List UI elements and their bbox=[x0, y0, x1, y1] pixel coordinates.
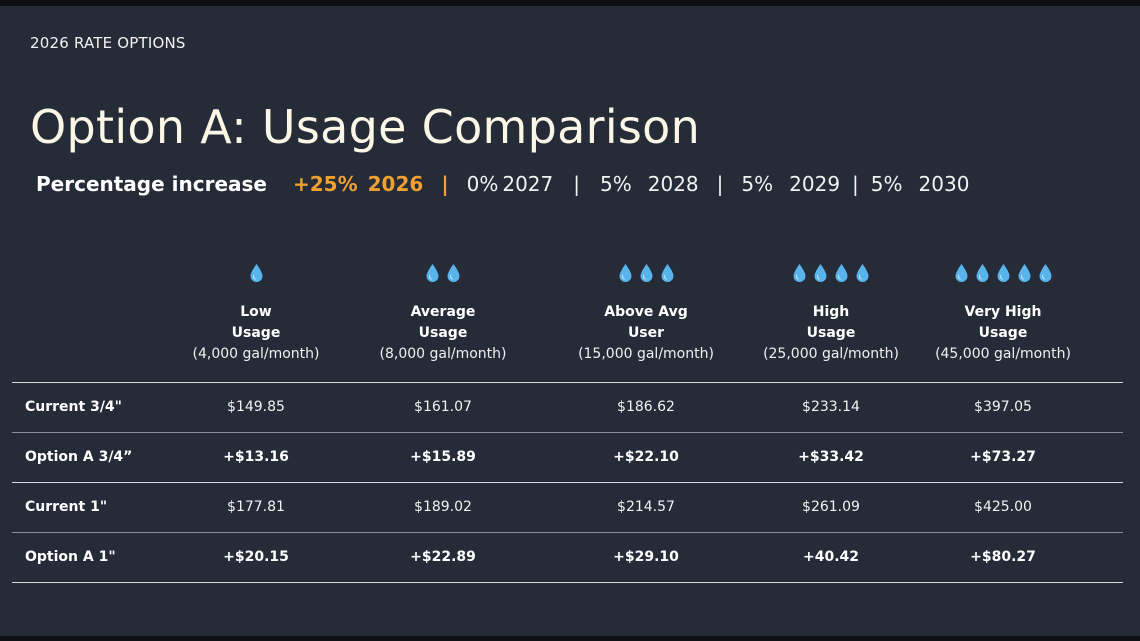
table-header-row: Low Usage (4,000 gal/month) Average Usag… bbox=[12, 258, 1123, 382]
water-drop-icon bbox=[249, 263, 264, 283]
table-cell: +$29.10 bbox=[613, 549, 679, 565]
column-title-line2: Usage bbox=[418, 325, 468, 341]
column-volume: (25,000 gal/month) bbox=[763, 346, 899, 362]
eyebrow-label: 2026 RATE OPTIONS bbox=[30, 34, 186, 52]
water-drop-icon bbox=[1017, 263, 1032, 283]
separator: | bbox=[852, 172, 859, 196]
table-row-option-a-1: Option A 1" +$20.15 +$22.89 +$29.10 +40.… bbox=[12, 532, 1123, 582]
column-title-line2: Usage bbox=[806, 325, 856, 341]
water-drop-icon bbox=[813, 263, 828, 283]
table-cell: $425.00 bbox=[974, 499, 1032, 515]
table-cell: $397.05 bbox=[974, 399, 1032, 415]
drop-icons bbox=[913, 258, 1093, 288]
increase-year: 2028 bbox=[647, 172, 699, 196]
column-title-line1: Average bbox=[410, 304, 476, 320]
increase-segment-2026: +25% 2026 bbox=[293, 172, 423, 196]
column-title-line2: User bbox=[627, 325, 665, 341]
separator: | bbox=[573, 172, 581, 196]
water-drop-icon bbox=[1038, 263, 1053, 283]
water-drop-icon bbox=[855, 263, 870, 283]
column-title-line1: Above Avg bbox=[604, 304, 688, 320]
increase-segment-2029: 5% 2029 bbox=[741, 172, 840, 196]
column-header-high-usage: High Usage (25,000 gal/month) bbox=[741, 258, 921, 365]
water-drop-icon bbox=[834, 263, 849, 283]
increase-year: 2027 bbox=[502, 172, 554, 196]
column-volume: (4,000 gal/month) bbox=[192, 346, 320, 362]
water-drop-icon bbox=[618, 263, 633, 283]
increase-pct: 0% bbox=[466, 172, 499, 196]
table-cell: +40.42 bbox=[802, 549, 859, 565]
column-volume: (45,000 gal/month) bbox=[935, 346, 1071, 362]
drop-icons bbox=[556, 258, 736, 288]
drop-icons bbox=[741, 258, 921, 288]
separator: | bbox=[716, 172, 724, 196]
usage-comparison-table: Low Usage (4,000 gal/month) Average Usag… bbox=[12, 258, 1123, 583]
water-drop-icon bbox=[639, 263, 654, 283]
increase-segment-2028: 5% 2028 bbox=[600, 172, 699, 196]
column-header-above-avg-user: Above Avg User (15,000 gal/month) bbox=[556, 258, 736, 365]
percentage-increase-label: Percentage increase bbox=[36, 172, 267, 196]
table-cell: $186.62 bbox=[617, 399, 675, 415]
row-label: Option A 3/4” bbox=[25, 449, 133, 465]
separator: | bbox=[441, 172, 449, 196]
water-drop-icon bbox=[660, 263, 675, 283]
table-cell: +$22.10 bbox=[613, 449, 679, 465]
drop-icons bbox=[166, 258, 346, 288]
increase-pct: +25% bbox=[293, 172, 358, 196]
table-cell: +$22.89 bbox=[410, 549, 476, 565]
table-cell: +$15.89 bbox=[410, 449, 476, 465]
increase-year: 2030 bbox=[918, 172, 970, 196]
drop-icons bbox=[353, 258, 533, 288]
water-drop-icon bbox=[446, 263, 461, 283]
column-header-very-high-usage: Very High Usage (45,000 gal/month) bbox=[913, 258, 1093, 365]
table-cell: +$80.27 bbox=[970, 549, 1036, 565]
column-header-low-usage: Low Usage (4,000 gal/month) bbox=[166, 258, 346, 365]
column-volume: (8,000 gal/month) bbox=[379, 346, 507, 362]
table-cell: $189.02 bbox=[414, 499, 472, 515]
column-header-average-usage: Average Usage (8,000 gal/month) bbox=[353, 258, 533, 365]
increase-segment-2030: 5% 2030 bbox=[871, 172, 970, 196]
table-cell: $149.85 bbox=[227, 399, 285, 415]
slide: 2026 RATE OPTIONS Option A: Usage Compar… bbox=[0, 6, 1140, 636]
increase-year: 2026 bbox=[367, 172, 424, 196]
column-title-line2: Usage bbox=[978, 325, 1028, 341]
row-label: Current 1" bbox=[25, 499, 108, 515]
water-drop-icon bbox=[996, 263, 1011, 283]
table-cell: $161.07 bbox=[414, 399, 472, 415]
table-cell: $177.81 bbox=[227, 499, 285, 515]
water-drop-icon bbox=[425, 263, 440, 283]
table-cell: $261.09 bbox=[802, 499, 860, 515]
row-label: Current 3/4" bbox=[25, 399, 122, 415]
table-cell: +$73.27 bbox=[970, 449, 1036, 465]
increase-pct: 5% bbox=[870, 172, 903, 196]
table-cell: +$33.42 bbox=[798, 449, 864, 465]
column-title-line1: Very High bbox=[964, 304, 1042, 320]
column-title-line1: Low bbox=[240, 304, 272, 320]
water-drop-icon bbox=[792, 263, 807, 283]
water-drop-icon bbox=[954, 263, 969, 283]
table-cell: $233.14 bbox=[802, 399, 860, 415]
page-title: Option A: Usage Comparison bbox=[30, 100, 701, 154]
table-cell: $214.57 bbox=[617, 499, 675, 515]
table-bottom-rule bbox=[12, 582, 1123, 583]
table-row-option-a-3-4: Option A 3/4” +$13.16 +$15.89 +$22.10 +$… bbox=[12, 432, 1123, 482]
column-title-line2: Usage bbox=[231, 325, 281, 341]
table-row-current-3-4: Current 3/4" $149.85 $161.07 $186.62 $23… bbox=[12, 382, 1123, 432]
increase-pct: 5% bbox=[600, 172, 632, 196]
increase-pct: 5% bbox=[741, 172, 774, 196]
column-title-line1: High bbox=[812, 304, 850, 320]
increase-segment-2027: 0% 2027 bbox=[467, 172, 554, 196]
water-drop-icon bbox=[975, 263, 990, 283]
percentage-increase-row: Percentage increase +25% 2026 | 0% 2027 … bbox=[36, 170, 969, 198]
table-cell: +$13.16 bbox=[223, 449, 289, 465]
column-volume: (15,000 gal/month) bbox=[578, 346, 714, 362]
table-cell: +$20.15 bbox=[223, 549, 289, 565]
increase-year: 2029 bbox=[789, 172, 841, 196]
table-row-current-1: Current 1" $177.81 $189.02 $214.57 $261.… bbox=[12, 482, 1123, 532]
row-label: Option A 1" bbox=[25, 549, 116, 565]
